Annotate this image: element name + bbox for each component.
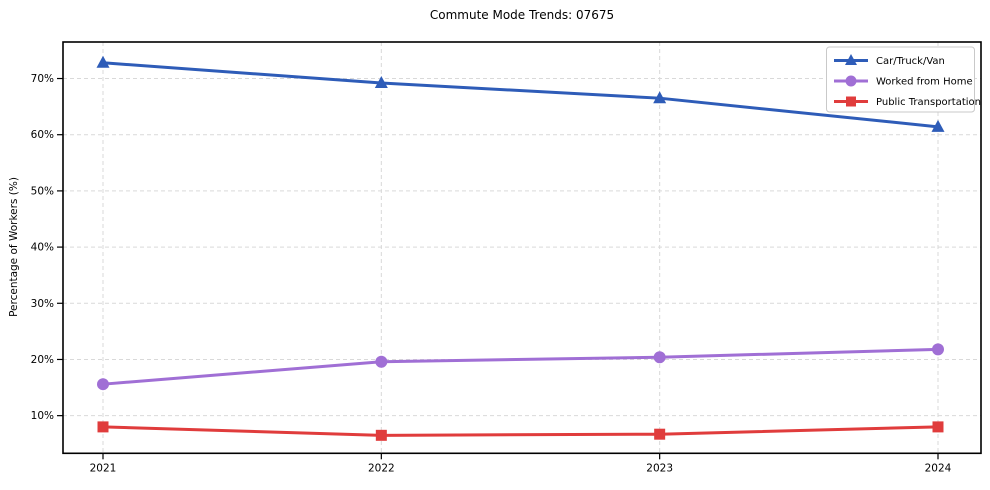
x-tick-label: 2021: [90, 462, 117, 474]
x-tick-label: 2022: [368, 462, 395, 474]
plot-border: [62, 41, 982, 455]
legend-item-worked-from-home: Worked from Home: [834, 75, 973, 88]
series-public-transportation: [97, 421, 944, 441]
axis-ticks: [57, 77, 939, 460]
legend-label: Public Transportation: [876, 97, 981, 108]
y-tick-label: 70%: [31, 73, 54, 85]
triangle-marker: [653, 91, 667, 104]
y-tick-label: 30%: [31, 298, 54, 310]
circle-marker: [845, 75, 857, 87]
y-tick-label: 60%: [31, 129, 54, 141]
square-marker: [932, 421, 944, 433]
series-line: [101, 61, 940, 129]
circle-marker: [932, 343, 944, 356]
tick-labels: 10% 20% 30% 40% 50% 60% 70% 2021 2022 2023 2024: [31, 73, 952, 474]
circle-marker: [375, 355, 388, 368]
x-tick-label: 2024: [925, 462, 952, 474]
chart-title: Commute Mode Trends: 07675: [429, 8, 615, 22]
legend-label: Worked from Home: [876, 77, 973, 88]
y-tick-label: 40%: [31, 242, 54, 254]
legend: Car/Truck/Van Worked from Home Public Tran…: [826, 46, 981, 113]
triangle-marker: [374, 76, 388, 89]
y-tick-label: 10%: [31, 410, 54, 422]
y-tick-label: 20%: [31, 354, 54, 366]
legend-box: [826, 46, 975, 113]
square-marker: [375, 429, 387, 441]
circle-marker: [97, 378, 109, 391]
square-marker: [846, 96, 856, 107]
series-worked-from-home: [97, 343, 944, 391]
y-tick-label: 50%: [31, 185, 54, 197]
series-car-truck-van: [96, 55, 945, 132]
square-marker: [654, 428, 666, 440]
circle-marker: [653, 351, 666, 364]
legend-item-public-transportation: Public Transportation: [834, 96, 981, 108]
series-line: [101, 425, 940, 437]
square-marker: [97, 421, 109, 433]
triangle-marker: [96, 55, 110, 68]
triangle-marker: [845, 54, 857, 65]
x-tick-label: 2023: [646, 462, 673, 474]
series-line: [101, 347, 940, 386]
triangle-marker: [931, 119, 945, 132]
legend-item-car-truck-van: Car/Truck/Van: [834, 54, 945, 67]
legend-label: Car/Truck/Van: [876, 56, 945, 67]
